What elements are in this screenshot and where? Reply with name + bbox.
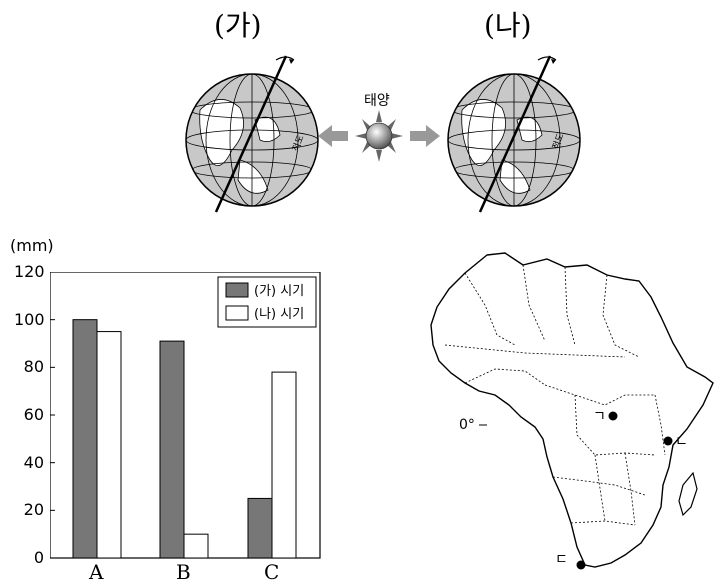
globe-ga-axis	[214, 55, 288, 213]
sun-icon	[365, 122, 393, 150]
x-category-label: C	[264, 560, 280, 584]
point-ga-marker	[608, 411, 618, 421]
globe-label-ga: (가)	[214, 9, 262, 42]
point-label-da: ㄷ	[555, 552, 568, 568]
bar-B-series-0	[159, 340, 185, 559]
africa-outline	[430, 252, 714, 568]
bar-A-series-1	[96, 331, 122, 559]
y-tick-label: 60	[23, 405, 44, 424]
y-tick-label: 120	[14, 262, 45, 281]
bar-A-series-0	[72, 319, 98, 559]
x-category-label: B	[176, 560, 191, 584]
bar-chart: (가) 시기 (나) 시기	[50, 272, 321, 559]
y-tick-label: 20	[23, 500, 44, 520]
bar-C-series-1	[271, 371, 297, 559]
equator-label: 0°	[459, 417, 475, 433]
africa-map: 0° ㄱ ㄴ ㄷ	[430, 252, 714, 570]
arrow-left-icon	[318, 125, 348, 147]
legend-label-na: (나) 시기	[254, 307, 304, 322]
country-borders	[444, 264, 666, 526]
globe-label-na: (나)	[484, 9, 532, 42]
globe-na: 적도	[447, 55, 581, 213]
point-label-ga: ㄱ	[593, 409, 606, 425]
point-na-marker	[663, 436, 673, 446]
point-label-na: ㄴ	[675, 434, 688, 450]
globe-ga: 적도	[185, 55, 319, 213]
legend-swatch-na	[225, 305, 249, 321]
point-da-marker	[576, 560, 586, 570]
bar-B-series-1	[183, 533, 209, 559]
bar-C-series-0	[247, 497, 273, 559]
sun-label: 태양	[364, 93, 390, 109]
y-tick-label: 80	[23, 357, 44, 377]
sun-graphic	[318, 110, 440, 162]
arrow-right-icon	[410, 125, 440, 147]
legend-swatch-ga	[225, 282, 249, 298]
y-tick-label: 40	[23, 452, 44, 472]
y-tick-label: 100	[14, 309, 45, 329]
chart-unit-label: (mm)	[10, 236, 54, 255]
legend-label-ga: (가) 시기	[254, 284, 304, 299]
x-category-label: A	[89, 560, 104, 584]
globe-na-axis	[478, 55, 552, 213]
y-tick-label: 0	[33, 548, 44, 567]
sun-rays-icon	[355, 110, 403, 162]
madagascar-outline	[678, 471, 698, 517]
